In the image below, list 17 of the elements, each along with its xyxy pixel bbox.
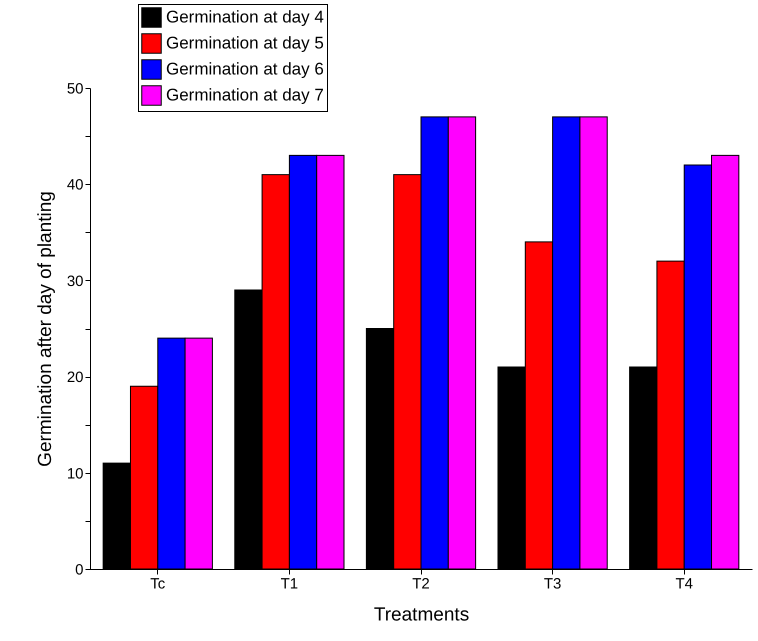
y-tick-label: 30 bbox=[66, 272, 84, 290]
x-axis-title: Treatments bbox=[374, 604, 470, 626]
y-axis-title: Germination after day of planting bbox=[34, 191, 56, 467]
legend-label: Germination at day 4 bbox=[166, 8, 324, 26]
legend-label: Germination at day 6 bbox=[166, 60, 324, 78]
legend-label: Germination at day 7 bbox=[166, 86, 324, 104]
x-tick-label: T2 bbox=[412, 576, 430, 592]
y-tick-label: 50 bbox=[66, 80, 84, 98]
y-tick-label: 0 bbox=[75, 562, 84, 578]
x-tick-label: T4 bbox=[675, 576, 693, 592]
legend-label: Germination at day 5 bbox=[166, 34, 324, 52]
x-tick-label: T3 bbox=[544, 576, 562, 592]
y-tick-label: 40 bbox=[66, 176, 84, 194]
x-tick-label: Tc bbox=[150, 576, 166, 592]
y-tick-label: 20 bbox=[66, 369, 84, 386]
x-tick-label: T1 bbox=[280, 576, 298, 592]
y-tick-label: 10 bbox=[66, 465, 84, 482]
